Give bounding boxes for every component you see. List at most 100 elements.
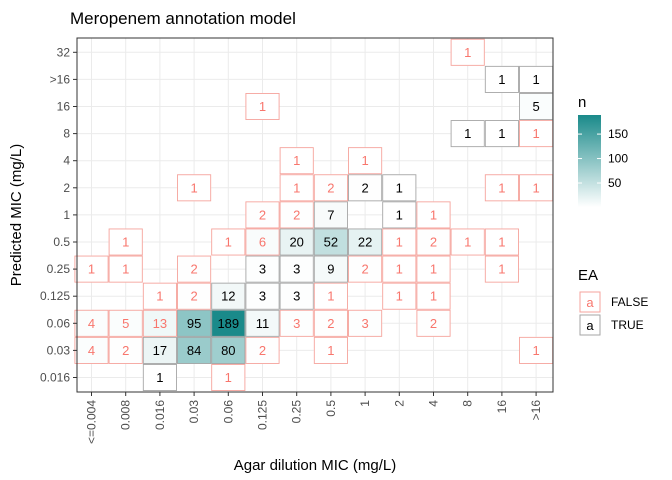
cell-outline [108,255,143,283]
cell-label: 2 [293,207,300,222]
cell-label: 1 [225,235,232,250]
cell-label: 1 [396,262,403,277]
y-tick-label: 2 [63,181,70,195]
cell-label: 1 [430,289,437,304]
cell-label: 1 [259,99,266,114]
heatmap-cell: 3 [279,282,314,310]
cell-label: 1 [532,180,539,195]
cell-outline [450,120,485,148]
cell-fill [279,201,314,229]
cell-fill [279,174,314,202]
cell-fill [245,255,280,283]
y-tick-label: 0.25 [47,262,71,276]
cell-outline [211,228,246,256]
heatmap-cell: 12 [211,282,246,310]
cell-outline [484,228,519,256]
heatmap-cell: 17 [142,336,177,364]
y-tick-label: 0.03 [47,343,71,357]
cell-outline [416,309,451,337]
cell-label: 3 [293,316,300,331]
cell-label: 1 [498,180,505,195]
color-bar-label: 50 [608,176,622,190]
heatmap-cell: 4 [74,336,109,364]
cell-label: 1 [464,45,471,60]
y-tick-label: 4 [63,154,70,168]
heatmap-cell: 1 [382,255,417,283]
x-tick-label: 4 [427,400,441,407]
heatmap-cell: 20 [279,228,314,256]
cell-fill [484,228,519,256]
cell-outline [416,282,451,310]
heatmap-cell: 1 [279,174,314,202]
heatmap-cell: 1 [484,255,519,283]
cell-outline [348,309,383,337]
cell-outline [177,255,212,283]
cell-outline [416,255,451,283]
cell-label: 13 [153,316,167,331]
heatmap-cell: 1 [211,363,246,392]
cell-outline [348,174,383,202]
cell-fill [313,336,348,364]
cell-fill [519,92,554,121]
y-tick-label: >16 [50,72,71,86]
cell-label: 2 [327,180,334,195]
cell-outline [245,309,280,337]
cell-label: 1 [396,207,403,222]
x-tick-label: 8 [461,400,475,407]
heatmap-cell: 80 [211,336,246,364]
heatmap-cell: 3 [245,255,280,283]
cell-fill [211,282,246,310]
heatmap-cell: 1 [382,174,417,202]
heatmap-cell: 1 [177,174,212,202]
cell-label: 5 [532,99,539,114]
cell-fill [450,38,485,66]
cell-label: 1 [122,235,129,250]
cell-label: 3 [361,316,368,331]
y-axis: 0.016 0.03 0.06 0.125 0.25 0.5 1 2 4 8 16 >16 32 [40,45,77,385]
cell-outline [211,309,246,337]
cell-fill [177,174,212,202]
cell-fill [177,309,212,337]
cell-label: 2 [190,289,197,304]
heatmap-cell: 2 [279,201,314,229]
cell-outline [279,228,314,256]
x-tick-label: 1 [358,400,372,407]
cell-label: 1 [396,289,403,304]
heatmap-cell: 1 [484,174,519,202]
cell-label: 2 [327,316,334,331]
heatmap-cell: 13 [142,309,177,337]
heatmap-cell: 1 [245,92,280,121]
cell-label: 2 [122,343,129,358]
legend-key-box [579,314,601,336]
heatmap-cell: 1 [416,201,451,229]
y-tick-label: 16 [57,100,71,114]
cell-fill [74,309,109,337]
heatmap-cell: 1 [142,282,177,310]
heatmap-cell: 2 [245,201,280,229]
cell-outline [484,120,519,148]
cell-label: 1 [532,72,539,87]
heatmap-cell: 2 [313,309,348,337]
heatmap-cell: 52 [313,228,348,256]
legend-ea-item: a FALSE [579,291,648,313]
heatmap-cell: 3 [279,309,314,337]
cell-label: 22 [358,235,372,250]
cell-outline [245,336,280,364]
cell-label: 7 [327,207,334,222]
cell-fill [519,174,554,202]
heatmap-cell: 1 [382,282,417,310]
x-axis: <=0.004 0.008 0.016 0.03 0.06 0.125 0.25 0.5 1 2 4… [85,392,543,444]
heatmap-cell: 1 [484,65,519,93]
cell-fill [279,255,314,283]
cell-fill [519,65,554,93]
cell-fill [245,228,280,256]
heatmap-cell: 189 [211,309,246,337]
cell-label: 1 [327,343,334,358]
cell-label: 1 [396,180,403,195]
legend-ea-title: EA [578,267,598,284]
cell-label: 1 [327,289,334,304]
cell-fill [142,282,177,310]
cell-fill [348,309,383,337]
cell-fill [416,201,451,229]
